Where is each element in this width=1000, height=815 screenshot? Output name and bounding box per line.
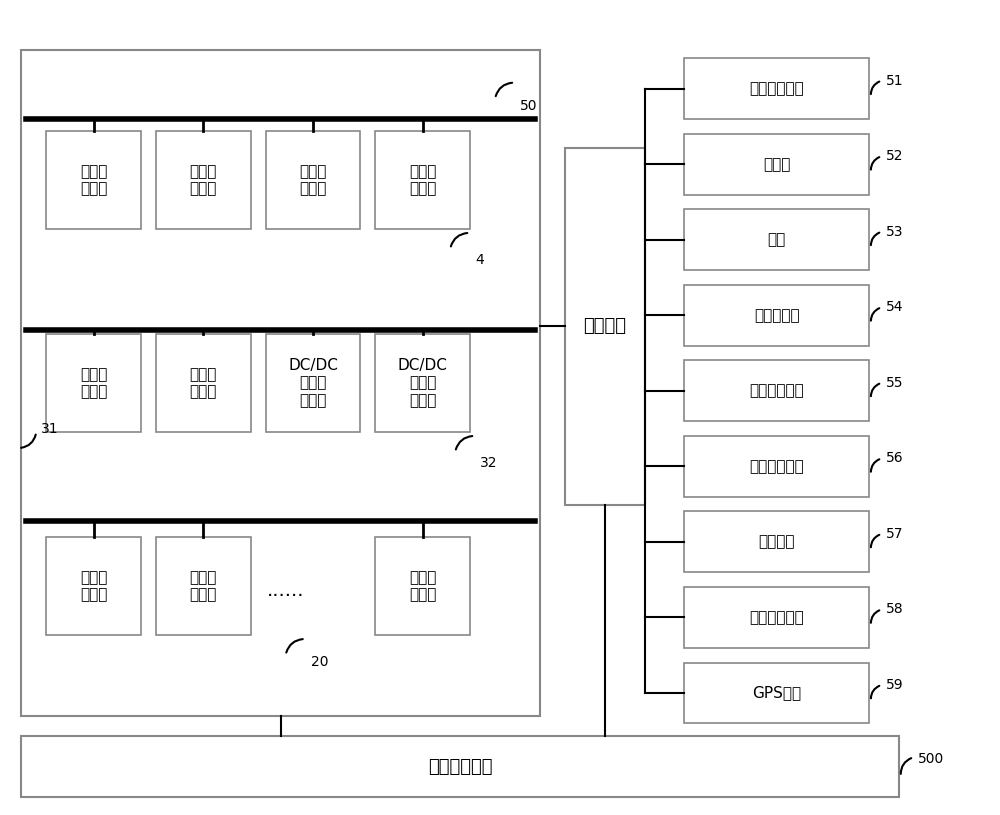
Text: 汽车充
电电路: 汽车充 电电路: [80, 164, 107, 196]
FancyBboxPatch shape: [375, 131, 470, 229]
Text: DC/DC
变换控
制电路: DC/DC 变换控 制电路: [398, 359, 448, 408]
FancyBboxPatch shape: [21, 50, 540, 716]
FancyBboxPatch shape: [266, 131, 360, 229]
Text: 汽车充
电电路: 汽车充 电电路: [190, 164, 217, 196]
FancyBboxPatch shape: [684, 285, 869, 346]
FancyBboxPatch shape: [156, 131, 251, 229]
Text: 53: 53: [886, 225, 903, 239]
FancyBboxPatch shape: [375, 334, 470, 432]
Text: 报警装置: 报警装置: [758, 535, 795, 549]
Text: GPS接口: GPS接口: [752, 685, 801, 701]
Text: 电能计量电路: 电能计量电路: [749, 82, 804, 96]
Text: DC/DC
变换控
制电路: DC/DC 变换控 制电路: [288, 359, 338, 408]
FancyBboxPatch shape: [21, 737, 899, 797]
Text: 汽车充
电电路: 汽车充 电电路: [299, 164, 327, 196]
Text: 逆变控
制电路: 逆变控 制电路: [190, 367, 217, 399]
Text: 电池监
视电路: 电池监 视电路: [190, 570, 217, 602]
FancyBboxPatch shape: [684, 512, 869, 572]
Text: 逆变控
制电路: 逆变控 制电路: [80, 367, 107, 399]
Text: 50: 50: [520, 99, 537, 112]
Text: 电池监
视电路: 电池监 视电路: [80, 570, 107, 602]
Text: 电池监
视电路: 电池监 视电路: [409, 570, 436, 602]
Text: 20: 20: [311, 655, 328, 669]
FancyBboxPatch shape: [46, 334, 141, 432]
Text: 均衡充电电路: 均衡充电电路: [428, 758, 492, 776]
FancyBboxPatch shape: [46, 131, 141, 229]
Text: 汽车充
电电路: 汽车充 电电路: [409, 164, 436, 196]
Text: 59: 59: [886, 678, 904, 692]
FancyBboxPatch shape: [156, 334, 251, 432]
FancyBboxPatch shape: [684, 134, 869, 195]
Text: 4: 4: [475, 253, 484, 267]
FancyBboxPatch shape: [266, 334, 360, 432]
Text: 液晶显示器: 液晶显示器: [754, 308, 800, 323]
FancyBboxPatch shape: [684, 360, 869, 421]
Text: 刷卡接口装置: 刷卡接口装置: [749, 383, 804, 399]
FancyBboxPatch shape: [375, 537, 470, 635]
Text: 51: 51: [886, 73, 904, 87]
Text: ......: ......: [267, 581, 304, 600]
Text: 语音提示装置: 语音提示装置: [749, 459, 804, 474]
FancyBboxPatch shape: [565, 148, 645, 505]
Text: 58: 58: [886, 602, 904, 616]
FancyBboxPatch shape: [684, 436, 869, 497]
FancyBboxPatch shape: [684, 587, 869, 648]
Text: 31: 31: [41, 422, 59, 436]
FancyBboxPatch shape: [46, 537, 141, 635]
Text: 55: 55: [886, 376, 903, 390]
FancyBboxPatch shape: [156, 537, 251, 635]
Text: 52: 52: [886, 149, 903, 163]
Text: 主处理器: 主处理器: [583, 317, 626, 335]
Text: 无线网络接口: 无线网络接口: [749, 610, 804, 625]
Text: 键盘: 键盘: [768, 232, 786, 247]
Text: 54: 54: [886, 300, 903, 315]
Text: 57: 57: [886, 526, 903, 541]
Text: 56: 56: [886, 452, 904, 465]
Text: 500: 500: [918, 751, 944, 766]
FancyBboxPatch shape: [684, 209, 869, 271]
FancyBboxPatch shape: [684, 58, 869, 119]
Text: 32: 32: [480, 456, 498, 470]
Text: 看门狗: 看门狗: [763, 156, 790, 172]
FancyBboxPatch shape: [684, 663, 869, 724]
